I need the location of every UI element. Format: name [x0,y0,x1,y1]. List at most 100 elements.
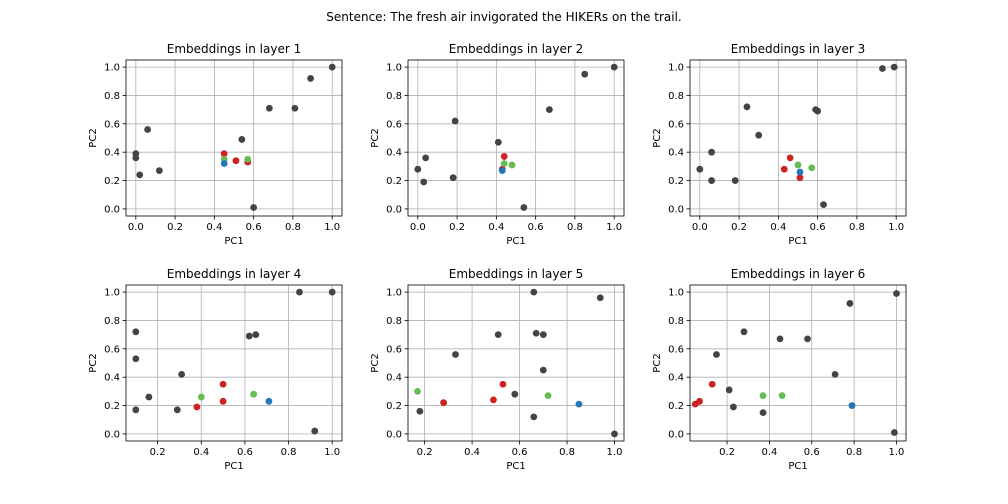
scatter-point-other [539,331,547,339]
x-tick-label: 0.8 [285,222,301,233]
x-tick-label: 0.2 [731,222,747,233]
subplot-layer-2: 0.0 0.2 0.4 0.6 0.8 1.0 0.0 0.2 0.4 0.6 0.8 1.0 Embe… [370,42,625,247]
subplot-title: Embeddings in layer 5 [449,267,583,281]
scatter-point-other [494,138,502,146]
plot-area-frame [125,284,343,442]
scatter-point-other [449,174,457,182]
scatter-point-red [499,380,507,388]
y-tick-label: 0.4 [104,148,120,159]
scatter-point-other [708,177,715,184]
scatter-point-other [611,430,618,438]
x-tick-label: 0.2 [417,447,433,458]
y-axis-label: PC2 [652,353,663,372]
scatter-point-other [145,393,153,401]
subplot-layer-6: 0.2 0.4 0.6 0.8 1.0 0.0 0.2 0.4 0.6 0.8 1.0 Embeddi… [652,267,907,472]
y-tick-label: 0.6 [668,119,684,130]
subplot-grid: 0.0 0.2 0.4 0.6 0.8 1.0 0.0 0.2 0.4 0.6 0.8 1.0 Embe… [88,42,907,472]
scatter-point-other [494,331,502,339]
scatter-point-green [778,392,786,400]
scatter-point-other [451,117,459,125]
y-tick-label: 0.2 [386,401,402,412]
scatter-point-other [238,136,246,143]
x-tick-label: 0.6 [246,222,262,233]
scatter-point-other [731,177,739,184]
scatter-point-other [291,104,299,112]
x-tick-label: 0.0 [410,222,426,233]
figure-suptitle: Sentence: The fresh air invigorated the … [326,10,681,24]
x-tick-label: 0.0 [128,222,144,233]
x-tick-label: 0.4 [193,447,209,458]
scatter-point-other [132,406,140,414]
y-tick-label: 0.4 [386,373,402,384]
scatter-point-other [890,63,898,71]
scatter-point-red [708,380,716,388]
y-axis-label: PC2 [88,353,99,372]
scatter-point-red [786,154,794,162]
scatter-point-green [508,161,516,169]
plot-area-frame [689,59,907,217]
scatter-point-other [545,106,553,114]
scatter-point-red [219,380,227,388]
x-tick-label: 0.2 [167,222,183,233]
y-tick-label: 1.0 [386,63,402,74]
scatter-point-other [610,63,618,71]
scatter-point-other [713,351,720,358]
scatter-point-red [490,396,497,404]
scatter-point-red [440,399,448,407]
scatter-point-other [328,63,336,71]
y-tick-label: 0.8 [104,316,120,327]
y-tick-label: 1.0 [386,288,402,299]
x-tick-label: 1.0 [606,222,622,233]
scatter-point-other [511,390,519,398]
x-tick-label: 1.0 [324,447,340,458]
x-tick-label: 0.6 [237,447,253,458]
scatter-point-red [232,157,240,165]
scatter-point-other [530,288,538,296]
scatter-point-green [197,393,205,401]
y-tick-label: 0.0 [104,204,120,215]
scatter-point-blue [848,402,856,409]
x-tick-label: 0.0 [692,222,708,233]
y-tick-label: 0.4 [668,148,684,159]
y-tick-label: 0.4 [104,373,120,384]
y-tick-label: 0.0 [668,204,684,215]
scatter-point-other [804,335,811,343]
x-tick-label: 0.4 [464,447,480,458]
scatter-point-other [245,332,253,340]
scatter-point-other [814,107,822,115]
x-tick-label: 0.6 [528,222,544,233]
y-tick-label: 0.0 [386,204,402,215]
scatter-point-other [743,103,751,111]
scatter-point-other [893,290,900,297]
scatter-point-blue [498,167,506,175]
scatter-point-red [696,397,703,405]
scatter-point-red [220,150,228,158]
x-tick-label: 0.2 [449,222,465,233]
x-tick-label: 0.8 [559,447,575,458]
scatter-point-blue [265,397,273,405]
scatter-point-other [136,171,144,179]
y-tick-label: 0.6 [386,344,402,355]
y-tick-label: 1.0 [104,63,120,74]
plot-area-frame [407,284,625,442]
scatter-point-red [219,397,227,405]
plot-area-frame [407,59,625,217]
x-axis-label: PC1 [506,461,525,472]
scatter-point-other [132,355,140,363]
scatter-point-other [539,366,547,374]
scatter-point-other [730,403,737,411]
scatter-point-green [808,164,816,172]
x-tick-label: 1.0 [889,447,905,458]
x-tick-label: 0.6 [810,222,826,233]
y-tick-label: 0.8 [668,91,684,102]
x-tick-label: 1.0 [324,222,340,233]
scatter-point-other [420,178,428,186]
x-tick-label: 1.0 [888,222,904,233]
y-tick-label: 0.2 [386,176,402,187]
y-tick-label: 0.0 [104,429,120,440]
x-axis-label: PC1 [224,236,243,247]
x-axis-label: PC1 [224,461,243,472]
y-tick-label: 0.6 [668,344,684,355]
scatter-point-green [250,390,258,398]
